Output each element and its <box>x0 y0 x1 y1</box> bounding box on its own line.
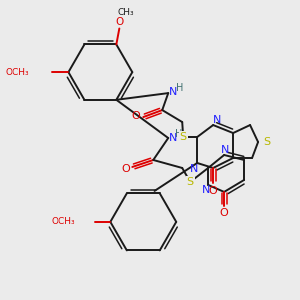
Text: CH₃: CH₃ <box>117 8 134 17</box>
Text: S: S <box>180 132 187 142</box>
Text: S: S <box>187 177 194 187</box>
Text: O: O <box>121 164 130 174</box>
Text: H: H <box>176 83 183 93</box>
Text: O: O <box>209 186 218 196</box>
Text: N: N <box>213 115 221 125</box>
Text: N: N <box>169 87 178 97</box>
Text: OCH₃: OCH₃ <box>6 68 29 76</box>
Text: O: O <box>115 16 124 26</box>
Text: N: N <box>221 145 229 155</box>
Text: H: H <box>175 129 182 139</box>
Text: O: O <box>220 208 229 218</box>
Text: N: N <box>169 133 178 143</box>
Text: OCH₃: OCH₃ <box>52 218 75 226</box>
Text: N: N <box>190 164 198 174</box>
Text: O: O <box>131 111 140 121</box>
Text: S: S <box>263 137 271 147</box>
Text: N: N <box>202 185 210 195</box>
